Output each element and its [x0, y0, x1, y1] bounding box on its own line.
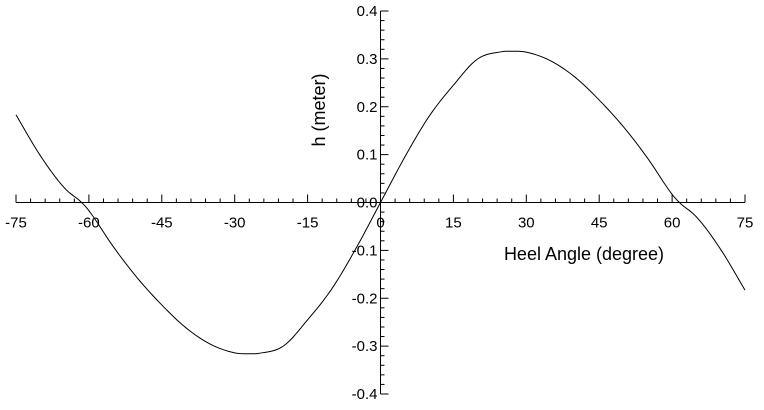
series-line: [15, 50, 746, 355]
ticks-layer: [15, 10, 746, 395]
x-tick-label: -75: [5, 215, 27, 232]
curve-layer: [15, 50, 746, 355]
x-tick-label: -30: [224, 215, 246, 232]
x-tick-label: 15: [445, 215, 462, 232]
y-axis-title: h (meter): [309, 73, 329, 146]
y-tick-label: 0.0: [357, 195, 378, 212]
x-tick-label: 0: [376, 215, 384, 232]
y-tick-label: 0.4: [357, 3, 378, 20]
x-tick-label: -15: [297, 215, 319, 232]
x-tick-label: 75: [737, 215, 754, 232]
labels-layer: -75 -60 -45 -30 -15 0 15 30 45 60 75 -0.4 -0.3 -0.2 -0…: [5, 3, 753, 403]
x-tick-label: -60: [78, 215, 100, 232]
x-tick-label: -45: [151, 215, 173, 232]
y-tick-label: -0.1: [352, 242, 378, 259]
x-axis-title: Heel Angle (degree): [504, 244, 664, 264]
y-tick-label: -0.3: [352, 338, 378, 355]
x-tick-label: 45: [591, 215, 608, 232]
y-tick-label: -0.2: [352, 290, 378, 307]
x-tick-label: 30: [518, 215, 535, 232]
y-tick-label: -0.4: [352, 386, 378, 403]
x-tick-label: 60: [664, 215, 681, 232]
y-tick-label: 0.3: [357, 51, 378, 68]
y-tick-label: 0.1: [357, 147, 378, 164]
y-tick-label: 0.2: [357, 99, 378, 116]
